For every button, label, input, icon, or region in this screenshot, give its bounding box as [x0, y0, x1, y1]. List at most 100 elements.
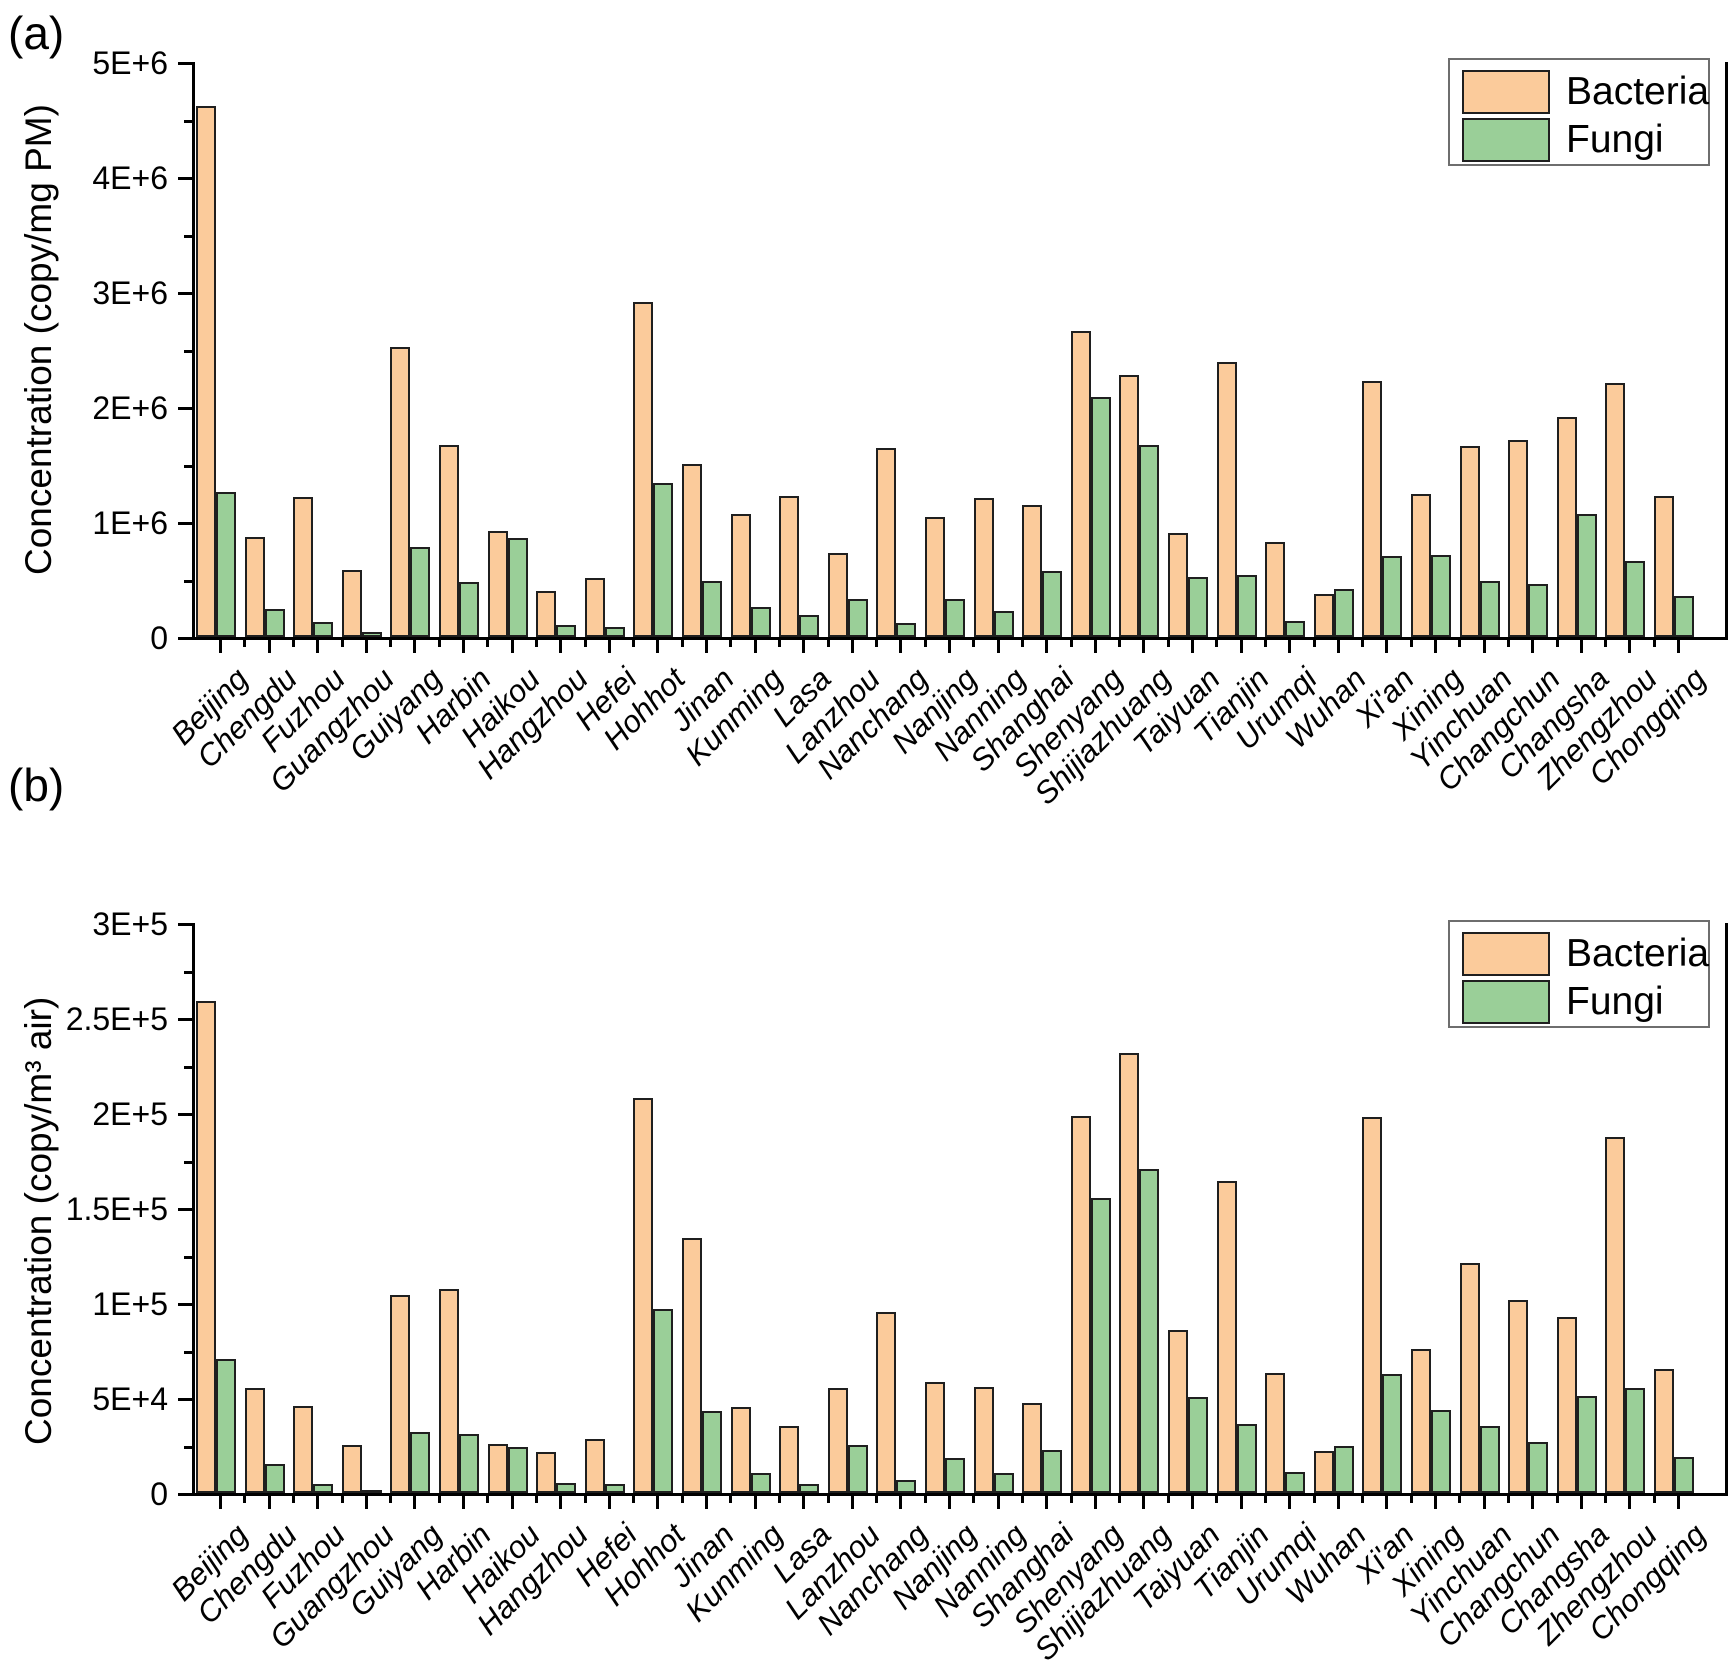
- x-major-tick: [754, 1496, 757, 1509]
- y-major-tick: [178, 522, 192, 525]
- x-minor-tick: [1070, 1496, 1073, 1503]
- x-minor-tick: [1556, 1496, 1559, 1503]
- bar-fungi-Shenyang: [1091, 397, 1111, 637]
- x-major-tick: [1337, 1496, 1340, 1509]
- bar-fungi-Guangzhou: [362, 632, 382, 637]
- bar-fungi-Xining: [1431, 555, 1451, 637]
- bar-fungi-Lasa: [799, 1484, 819, 1493]
- x-minor-tick: [1167, 1496, 1170, 1503]
- bar-bacteria-Jinan: [682, 464, 702, 637]
- x-minor-tick: [341, 1496, 344, 1503]
- x-major-tick: [1483, 640, 1486, 653]
- bar-fungi-Shijiazhuang: [1139, 445, 1159, 637]
- legend-fungi-swatch: [1462, 118, 1550, 162]
- x-minor-tick: [243, 1496, 246, 1503]
- x-minor-tick: [1604, 1496, 1607, 1503]
- panel-a-label: (a): [8, 7, 65, 59]
- y-axis-line: [192, 62, 195, 640]
- bar-fungi-Changsha: [1577, 514, 1597, 637]
- x-major-tick: [219, 640, 222, 653]
- y-minor-tick: [184, 120, 192, 123]
- x-minor-tick: [584, 1496, 587, 1503]
- x-minor-tick: [972, 640, 975, 647]
- bar-fungi-Guiyang: [410, 547, 430, 637]
- y-tick-label: 4E+6: [92, 160, 168, 196]
- bar-fungi-Shijiazhuang: [1139, 1169, 1159, 1493]
- x-major-tick: [608, 640, 611, 653]
- y-major-tick: [178, 637, 192, 640]
- bar-bacteria-Jinan: [682, 1238, 702, 1493]
- x-minor-tick: [292, 640, 295, 647]
- bar-fungi-Yinchuan: [1480, 1426, 1500, 1493]
- panel-b-label: (b): [8, 759, 65, 811]
- bar-fungi-Hohhot: [653, 483, 673, 637]
- x-minor-tick: [632, 640, 635, 647]
- bar-bacteria-Shenyang: [1071, 1116, 1091, 1493]
- bar-bacteria-Fuzhou: [293, 1406, 313, 1493]
- bar-bacteria-Chengdu: [245, 537, 265, 637]
- x-major-tick: [1628, 1496, 1631, 1509]
- x-major-tick: [997, 1496, 1000, 1509]
- x-major-tick: [268, 1496, 271, 1509]
- x-major-tick: [997, 640, 1000, 653]
- x-major-tick: [851, 1496, 854, 1509]
- x-major-tick: [1677, 1496, 1680, 1509]
- x-minor-tick: [341, 640, 344, 647]
- bar-fungi-Changsha: [1577, 1396, 1597, 1493]
- bar-bacteria-Guangzhou: [342, 570, 362, 637]
- x-major-tick: [899, 640, 902, 653]
- legend-bacteria-swatch: [1462, 932, 1550, 976]
- bar-bacteria-Fuzhou: [293, 497, 313, 637]
- bar-fungi-Fuzhou: [313, 1484, 333, 1493]
- bar-bacteria-Guangzhou: [342, 1445, 362, 1493]
- x-minor-tick: [778, 640, 781, 647]
- y-major-tick: [178, 1398, 192, 1401]
- bar-bacteria-Zhengzhou: [1605, 1137, 1625, 1493]
- x-minor-tick: [1361, 1496, 1364, 1503]
- bar-bacteria-Xi'an: [1362, 381, 1382, 637]
- legend-bacteria-label: Bacteria: [1566, 932, 1710, 975]
- bar-bacteria-Yinchuan: [1460, 1263, 1480, 1493]
- x-minor-tick: [875, 1496, 878, 1503]
- bar-bacteria-Hefei: [585, 1439, 605, 1493]
- legend-fungi-swatch: [1462, 980, 1550, 1024]
- x-major-tick: [1531, 640, 1534, 653]
- x-major-tick: [1677, 640, 1680, 653]
- bar-bacteria-Beijing: [196, 106, 216, 637]
- bar-bacteria-Guiyang: [390, 1295, 410, 1493]
- x-minor-tick: [486, 640, 489, 647]
- x-major-tick: [268, 640, 271, 653]
- x-major-tick: [1142, 1496, 1145, 1509]
- x-major-tick: [1483, 1496, 1486, 1509]
- x-major-tick: [1094, 640, 1097, 653]
- bar-fungi-Wuhan: [1334, 1446, 1354, 1493]
- bar-bacteria-Chengdu: [245, 1388, 265, 1493]
- bar-bacteria-Hohhot: [633, 302, 653, 637]
- y-minor-tick: [184, 1446, 192, 1449]
- bar-fungi-Lanzhou: [848, 599, 868, 637]
- bar-fungi-Nanchang: [896, 623, 916, 637]
- y-major-tick: [178, 1493, 192, 1496]
- right-axis-line: [1725, 923, 1728, 1496]
- legend-bacteria-swatch: [1462, 70, 1550, 114]
- x-minor-tick: [1118, 1496, 1121, 1503]
- bar-bacteria-Urumqi: [1265, 542, 1285, 637]
- bar-bacteria-Harbin: [439, 445, 459, 637]
- legend-fungi-label: Fungi: [1566, 980, 1664, 1023]
- bar-fungi-Urumqi: [1285, 1472, 1305, 1493]
- bar-fungi-Hefei: [605, 1484, 625, 1493]
- x-major-tick: [462, 1496, 465, 1509]
- bar-fungi-Chengdu: [265, 609, 285, 637]
- y-tick-label: 1.5E+5: [65, 1191, 168, 1227]
- x-minor-tick: [681, 1496, 684, 1503]
- bar-fungi-Taiyuan: [1188, 577, 1208, 637]
- x-minor-tick: [729, 1496, 732, 1503]
- bar-bacteria-Nanjing: [925, 517, 945, 637]
- x-major-tick: [413, 1496, 416, 1509]
- bar-bacteria-Shanghai: [1022, 1403, 1042, 1493]
- y-minor-tick: [184, 235, 192, 238]
- bar-fungi-Harbin: [459, 1434, 479, 1493]
- x-major-tick: [1628, 640, 1631, 653]
- bar-fungi-Hefei: [605, 627, 625, 637]
- bar-bacteria-Wuhan: [1314, 1451, 1334, 1493]
